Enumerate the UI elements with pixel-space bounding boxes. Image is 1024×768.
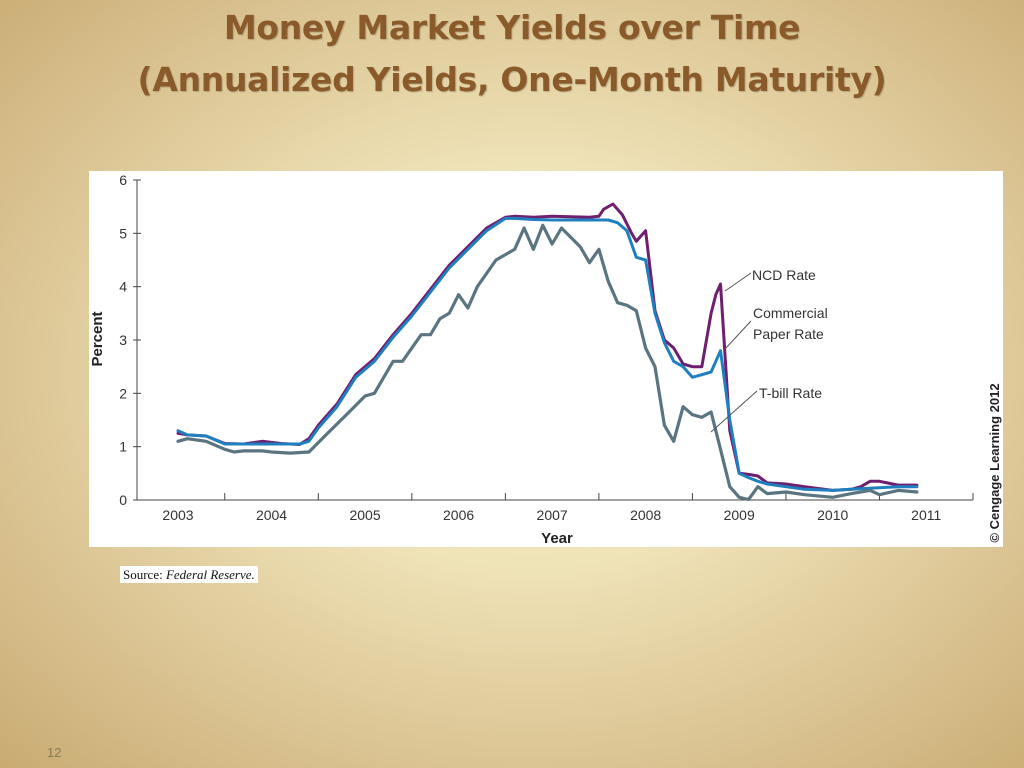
annotation-commercial-paper-line2: Paper Rate — [753, 326, 824, 342]
y-tick-label: 1 — [119, 439, 127, 455]
source-note: Source: Federal Reserve. — [120, 566, 258, 583]
y-tick-label: 2 — [119, 385, 127, 401]
x-tick-label: 2008 — [630, 507, 661, 523]
x-axis-title: Year — [541, 530, 573, 547]
annotation-leader-tbill — [710, 390, 758, 433]
chart-panel: 0 1 2 3 4 5 6 2003 2004 2005 2006 2007 2008 2009 2010 2… — [89, 171, 1003, 547]
y-tick-label: 0 — [119, 492, 127, 508]
annotation-leader-commercial-paper — [724, 320, 752, 350]
x-tick-label: 2009 — [724, 507, 755, 523]
series-line-ncd-rate — [176, 202, 919, 492]
y-tick-label: 5 — [119, 225, 127, 241]
slide-title-line1: Money Market Yields over Time — [223, 8, 801, 47]
y-tick-label: 3 — [119, 332, 127, 348]
x-tick-label: 2004 — [256, 507, 287, 523]
chart-axes: 0 1 2 3 4 5 6 2003 2004 2005 2006 2007 2008 2009 2010 2… — [119, 172, 974, 523]
source-label: Source: — [123, 567, 163, 582]
line-chart: 0 1 2 3 4 5 6 2003 2004 2005 2006 2007 2008 2009 2010 2… — [89, 172, 1002, 547]
y-axis-title: Percent — [89, 311, 106, 366]
x-tick-label: 2010 — [817, 507, 848, 523]
x-tick-label: 2003 — [162, 507, 193, 523]
series-line-t-bill-rate — [176, 223, 919, 502]
series-line-commercial-paper-rate — [176, 216, 919, 492]
x-tick-label: 2006 — [443, 507, 474, 523]
chart-series — [176, 202, 919, 502]
x-tick-label: 2007 — [537, 507, 568, 523]
copyright-notice: © Cengage Learning 2012 — [987, 383, 1002, 542]
x-tick-label: 2005 — [349, 507, 380, 523]
y-tick-label: 6 — [119, 172, 127, 188]
chart-annotations: NCD Rate Commercial Paper Rate T-bill Ra… — [710, 267, 828, 433]
annotation-tbill-rate: T-bill Rate — [759, 385, 822, 401]
annotation-commercial-paper-line1: Commercial — [753, 305, 828, 321]
y-tick-label: 4 — [119, 279, 127, 295]
x-tick-label: 2011 — [911, 507, 941, 523]
slide-title-line2: (Annualized Yields, One-Month Maturity) — [137, 60, 887, 99]
source-publisher: Federal Reserve. — [165, 567, 255, 582]
slide-title: Money Market Yields over Time (Annualize… — [0, 2, 1024, 106]
annotation-ncd-rate: NCD Rate — [752, 267, 816, 283]
page-number: 12 — [47, 745, 62, 760]
annotation-leader-ncd — [724, 272, 752, 292]
